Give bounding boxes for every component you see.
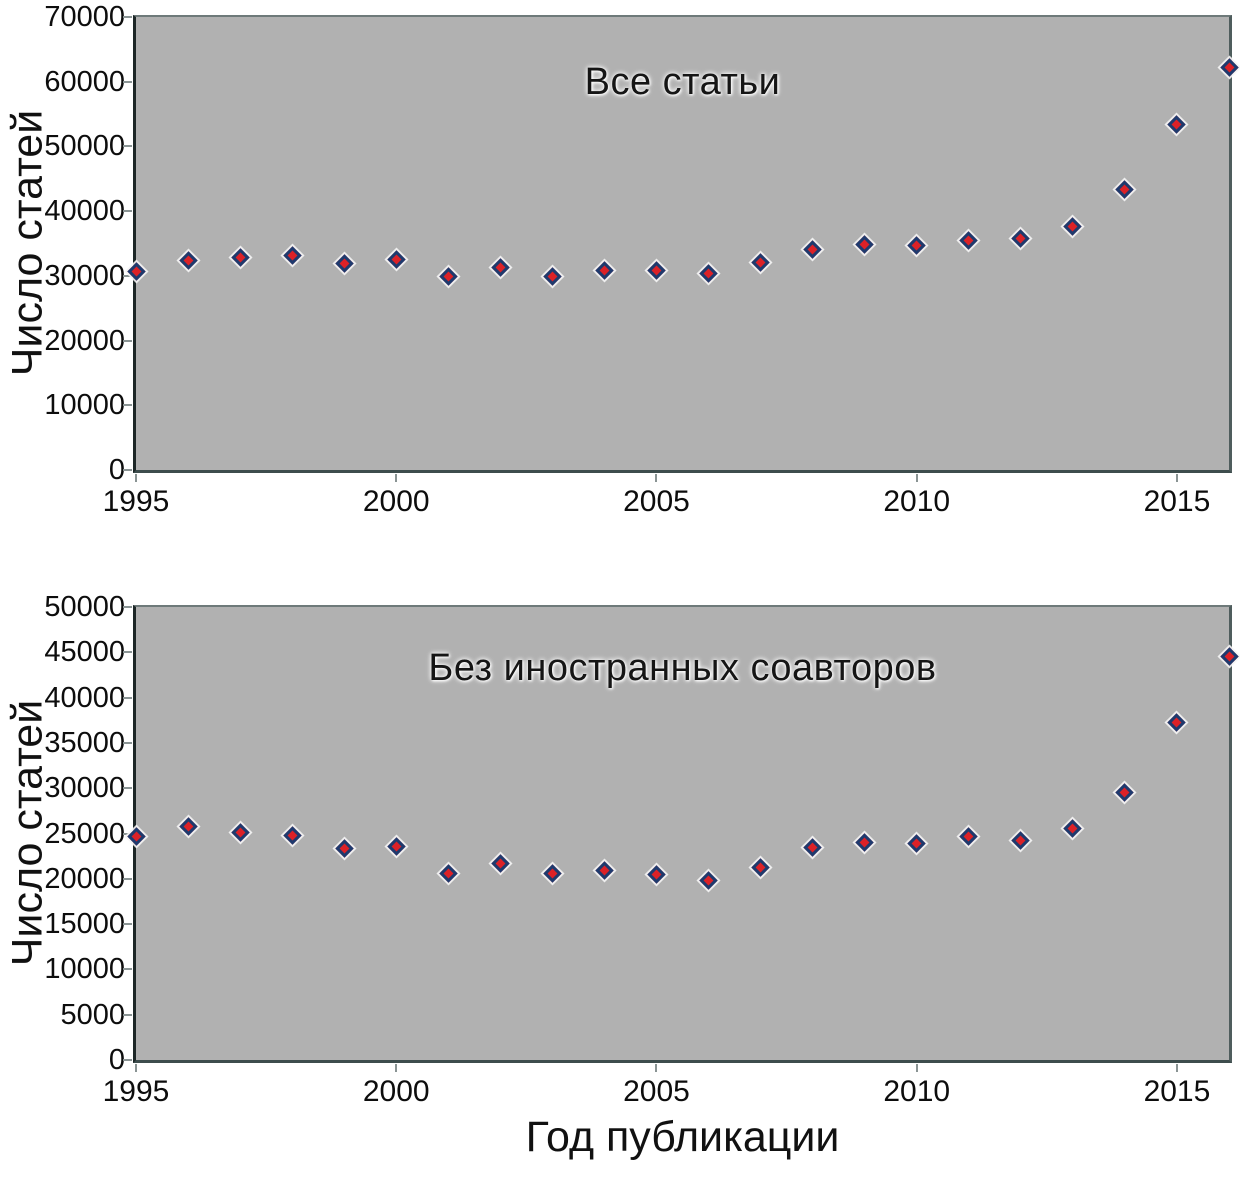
y-tick-label: 60000 [44, 65, 125, 98]
x-tick-mark [915, 474, 918, 482]
y-tick-mark [123, 469, 132, 471]
x-tick-mark [135, 1064, 137, 1072]
x-tick-mark [1175, 1064, 1178, 1072]
y-tick-label: 10000 [44, 389, 125, 422]
y-tick-mark [123, 16, 132, 18]
y-tick-label: 10000 [44, 953, 125, 986]
y-tick-label: 25000 [44, 817, 125, 850]
y-tick-mark [123, 923, 132, 926]
y-tick-mark [123, 968, 132, 971]
x-tick-label: 2015 [1143, 1075, 1211, 1108]
x-tick-label: 2000 [362, 485, 430, 518]
y-tick-label: 0 [108, 1044, 125, 1076]
y-tick-label: 0 [108, 454, 125, 486]
y-tick-label: 50000 [44, 130, 125, 163]
x-tick-mark [915, 1064, 918, 1072]
y-tick-label: 30000 [44, 259, 125, 292]
x-tick-label: 1995 [102, 485, 170, 518]
y-tick-label: 70000 [44, 1, 125, 33]
x-tick-label: 2005 [623, 485, 690, 518]
y-tick-mark [123, 339, 132, 342]
y-tick-mark [123, 741, 132, 744]
y-tick-label: 35000 [44, 726, 125, 759]
y-tick-label: 30000 [44, 772, 125, 805]
x-tick-mark [395, 474, 398, 482]
x-tick-label: 2010 [883, 1075, 951, 1108]
x-tick-label: 1995 [102, 1075, 170, 1108]
plot-area: Все статьи [133, 15, 1232, 473]
y-tick-label: 40000 [44, 681, 125, 714]
y-tick-mark [123, 696, 132, 699]
y-tick-mark [123, 1059, 132, 1061]
y-tick-label: 20000 [44, 324, 125, 357]
x-tick-mark [1175, 474, 1178, 482]
y-tick-mark [123, 651, 132, 654]
y-tick-label: 15000 [44, 908, 125, 941]
chart-title: Все статьи [584, 61, 781, 103]
x-tick-label: 2010 [883, 485, 951, 518]
y-tick-label: 45000 [44, 636, 125, 669]
x-tick-mark [135, 474, 137, 482]
y-tick-mark [123, 404, 132, 407]
x-tick-mark [395, 1064, 398, 1072]
y-tick-label: 20000 [44, 862, 125, 895]
y-tick-mark [123, 274, 132, 277]
y-tick-mark [123, 787, 132, 790]
x-tick-label: 2000 [362, 1075, 430, 1108]
y-tick-mark [123, 832, 132, 835]
y-tick-mark [123, 877, 132, 880]
y-tick-mark [123, 1013, 132, 1016]
x-tick-mark [655, 474, 658, 482]
plot-area: Без иностранных соавторов [133, 605, 1232, 1063]
y-tick-mark [123, 80, 132, 83]
y-tick-label: 5000 [60, 998, 125, 1031]
x-tick-label: 2005 [623, 1075, 690, 1108]
y-tick-mark [123, 210, 132, 213]
x-axis-title: Год публикации [525, 1113, 840, 1161]
y-tick-mark [123, 606, 132, 608]
y-tick-label: 40000 [44, 195, 125, 228]
x-tick-mark [655, 1064, 658, 1072]
x-tick-label: 2015 [1143, 485, 1211, 518]
chart-title: Без иностранных соавторов [428, 647, 937, 689]
y-tick-label: 50000 [44, 591, 125, 623]
y-tick-mark [123, 145, 132, 148]
